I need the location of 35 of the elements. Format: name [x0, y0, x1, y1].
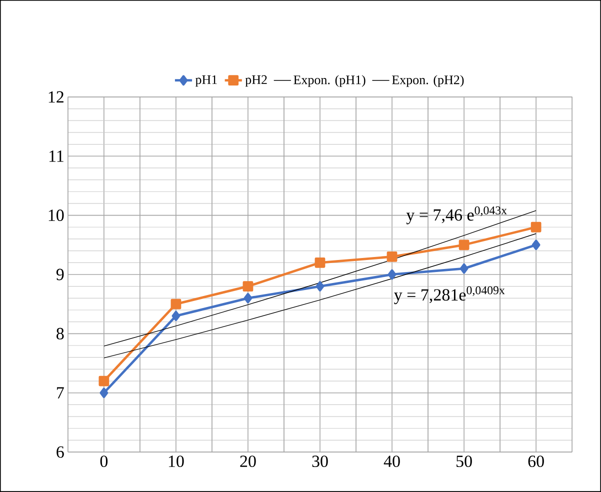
legend-label: pH1 — [195, 75, 217, 87]
point — [386, 252, 398, 262]
point — [530, 222, 542, 232]
x-tick-label: 40 — [384, 456, 400, 468]
point — [244, 292, 252, 304]
y-tick-label: 10 — [48, 210, 64, 222]
y-tick-label: 7 — [57, 387, 64, 398]
x-tick-label: 10 — [168, 456, 184, 468]
x-tick-label: 60 — [528, 456, 544, 468]
legend-label: Expon. (pH2) — [392, 75, 464, 87]
point — [388, 269, 396, 280]
x-tick-label: 0 — [100, 456, 108, 468]
x-tick-label: 20 — [240, 456, 256, 468]
annotation: y = 7,46 e$^{0,043x}$ — [406, 206, 507, 224]
y-tick-label: 12 — [48, 91, 64, 103]
point — [314, 257, 326, 268]
y-tick-label: 8 — [56, 328, 64, 340]
x-tick-label: 50 — [456, 456, 472, 468]
point — [316, 281, 324, 292]
point — [172, 310, 180, 322]
point — [100, 388, 108, 398]
y-tick-label: 6 — [56, 446, 64, 458]
legend-label: Expon. (pH1) — [294, 75, 366, 87]
point — [98, 376, 110, 386]
y-tick-label: 11 — [50, 150, 64, 162]
line-series — [104, 233, 536, 358]
point — [532, 240, 540, 250]
annotation: y = 7,281e$^{0,0409x}$ — [394, 286, 505, 304]
point — [242, 281, 254, 292]
legend-label: pH2 — [245, 75, 267, 87]
y-tick-label: 9 — [56, 268, 64, 280]
point — [458, 240, 470, 250]
x-tick-label: 30 — [312, 456, 328, 468]
point — [170, 298, 182, 310]
point — [460, 263, 468, 274]
